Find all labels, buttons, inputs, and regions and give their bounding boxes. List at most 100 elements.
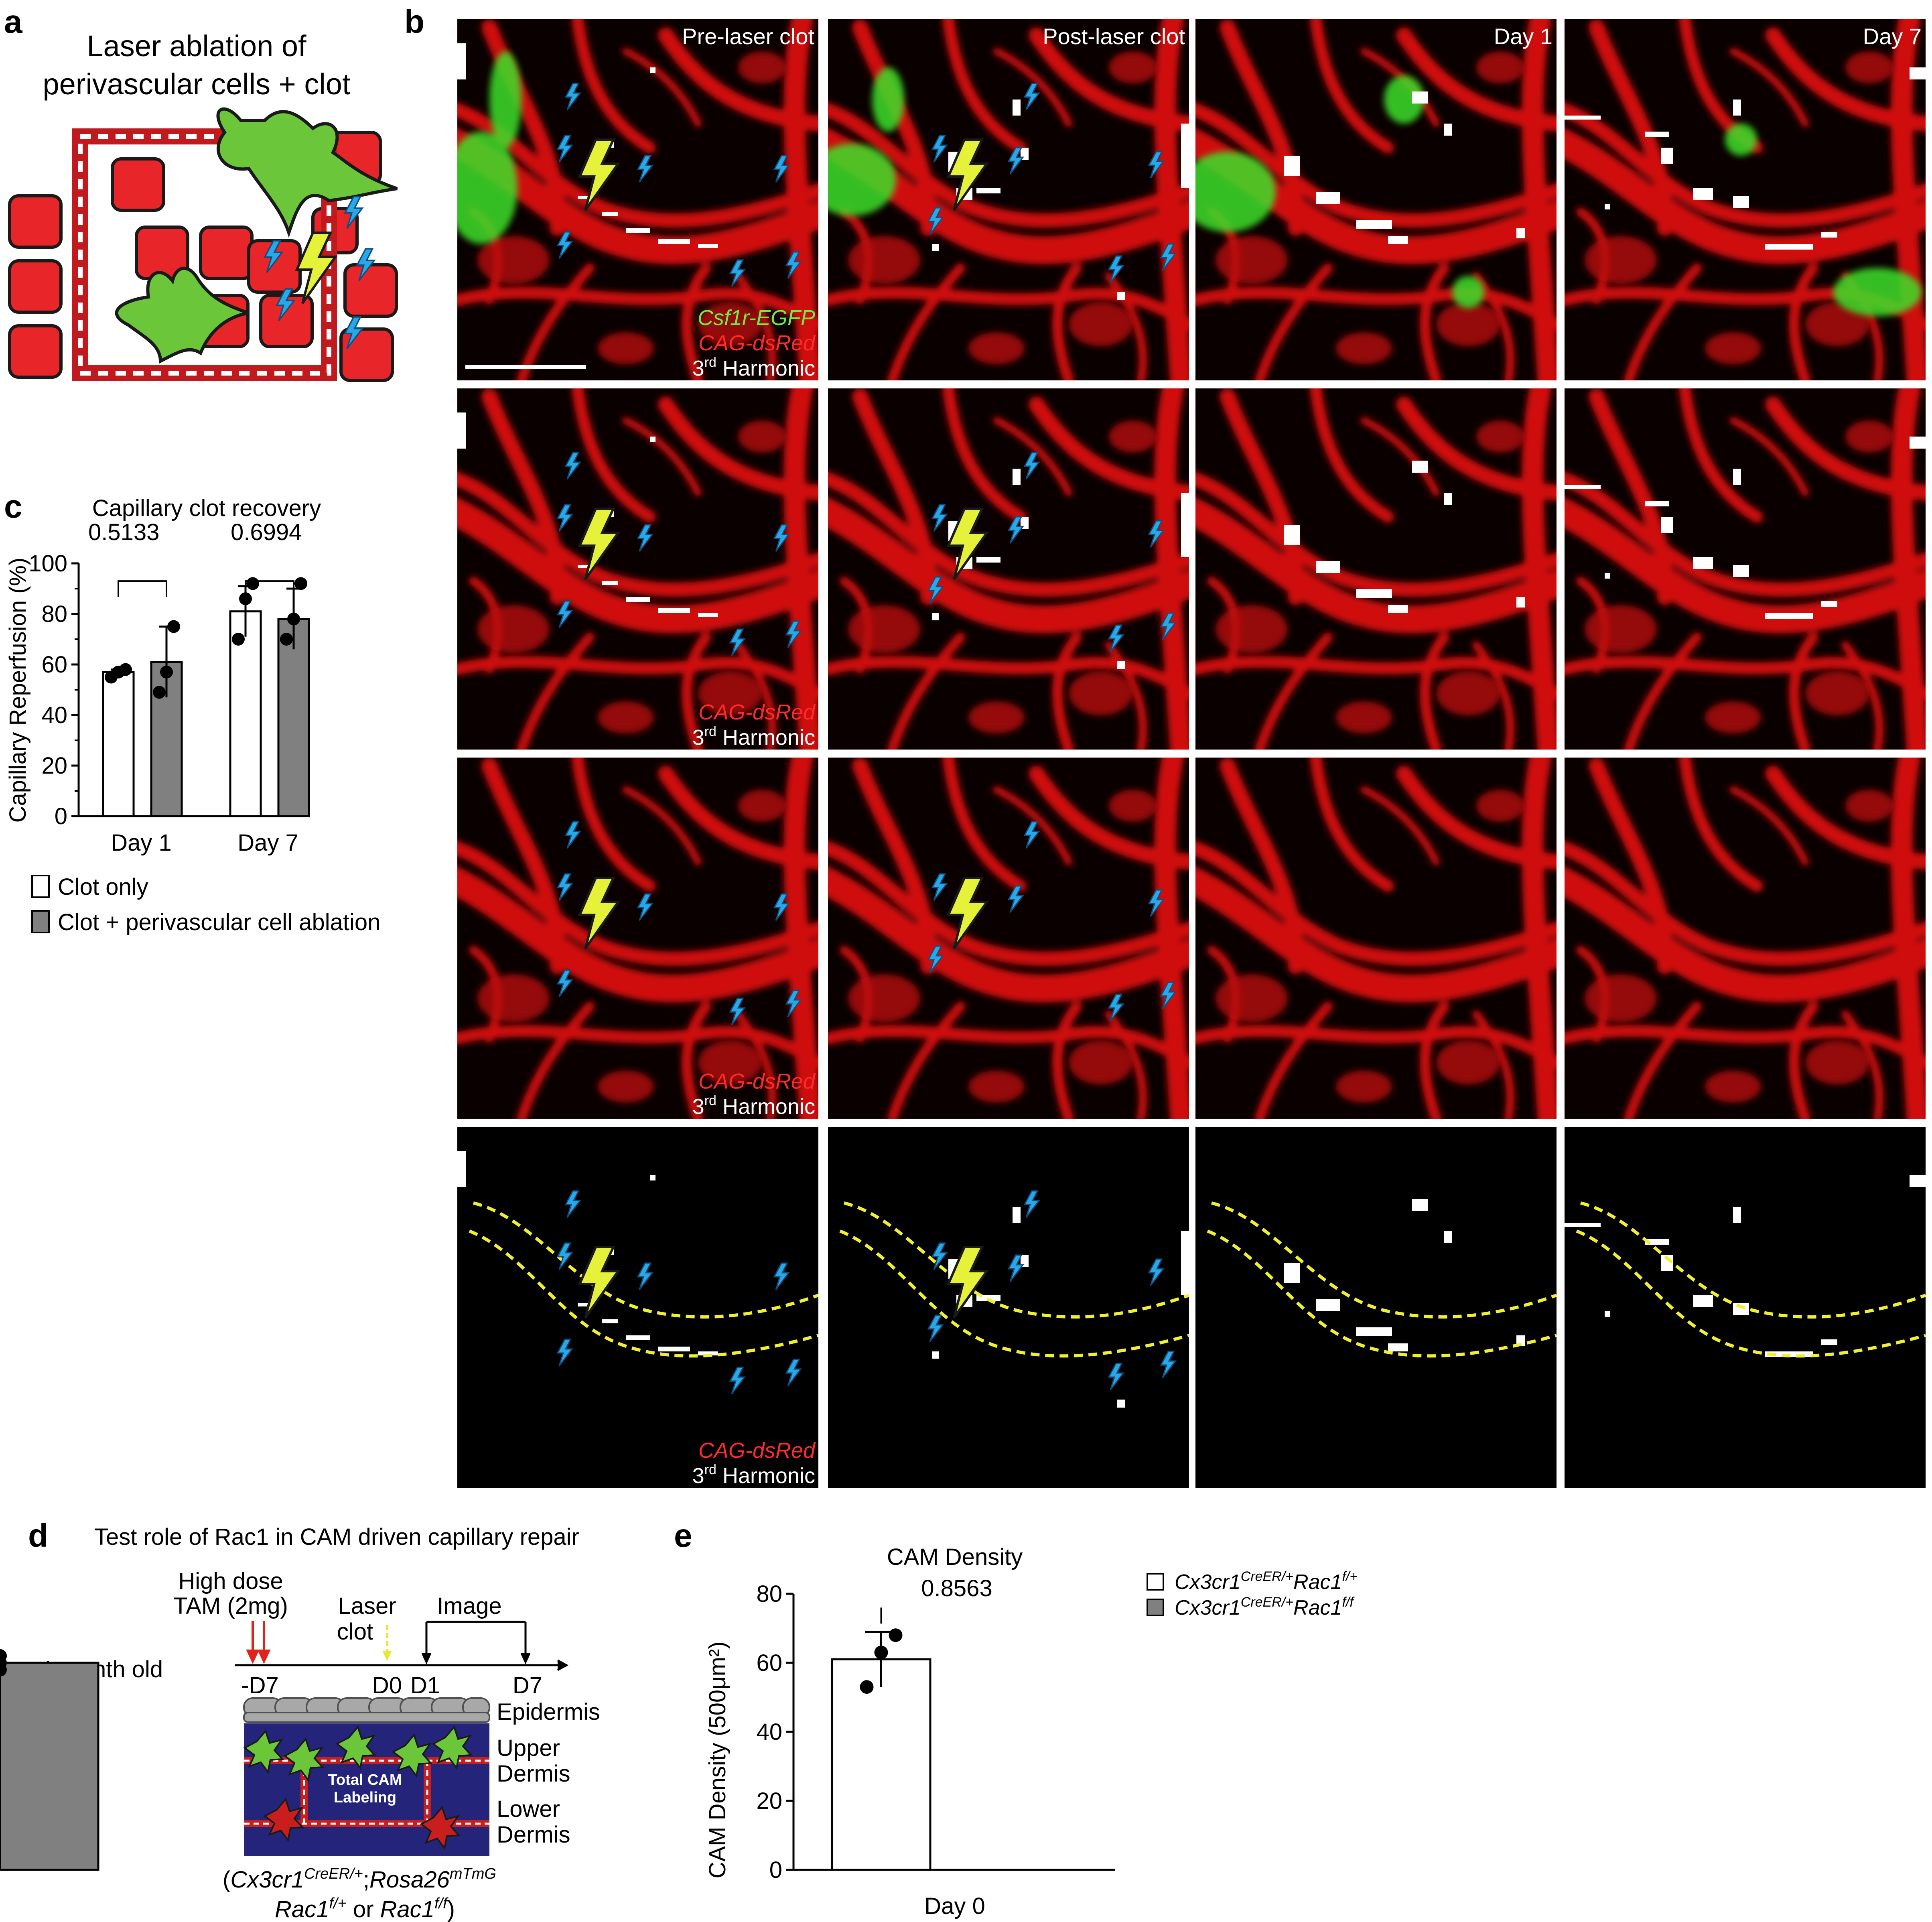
laser-label-line2: clot (337, 1619, 373, 1645)
legend-swatch-rac1-ff (1147, 1599, 1164, 1616)
micro-panel-r4-c1 (457, 1127, 818, 1488)
cam-label-line2: Labeling (334, 1789, 396, 1806)
chart-c-ylabel: Capillary Reperfusion (%) (5, 558, 31, 823)
timeline-ticks: -D7 D0 D1 D7 (241, 1672, 542, 1699)
data-point (280, 633, 293, 646)
panel-label-b: b (404, 4, 424, 40)
chart-e-ylabel: CAM Density (500μm²) (704, 1642, 731, 1879)
perivascular-cell-icon (115, 107, 398, 364)
y-tick-label: 100 (28, 551, 67, 577)
channel-label-3rd-harmonic-r3: 3rd Harmonic (692, 1093, 815, 1119)
data-point (239, 592, 252, 605)
tick-d1: D1 (410, 1672, 440, 1699)
upper-dermis-line2: Dermis (497, 1761, 570, 1787)
y-tick-label: 40 (41, 702, 67, 728)
micro-panel-r4-c2 (828, 1127, 1189, 1488)
bar-0-0 (831, 1658, 932, 1871)
micro-panel-r2-c2 (820, 388, 1189, 750)
channel-label-dsred-r4: CAG-dsRed (698, 1438, 816, 1463)
channel-label-3rd-harmonic-r4: 3rd Harmonic (692, 1462, 815, 1488)
micro-panel-r4-c4 (1565, 1127, 1926, 1488)
legend-rac1-ff: Cx3cr1CreER/+Rac1f/f (1175, 1595, 1355, 1619)
micro-panel-r2-c4 (1565, 388, 1926, 750)
laser-arrow (382, 1625, 392, 1661)
channel-label-dsred-r1: CAG-dsRed (698, 331, 816, 355)
legend-swatch-clot-only (31, 875, 50, 898)
panel-label-c: c (4, 488, 22, 525)
lower-dermis-line1: Lower (497, 1796, 560, 1822)
panel-e: e CAM Density CAM Density (500μm²) 0 20 40… (0, 1518, 1358, 1919)
microscopy-grid: Pre-laser clot Post-laser clot Day 1 Day 7 C… (449, 19, 1932, 1488)
chart-e-pvalue: 0.8563 (921, 1575, 992, 1601)
y-tick-label: 0 (55, 803, 67, 829)
significance-bracket (118, 580, 167, 597)
bar-1-0 (229, 610, 262, 817)
micro-panel-r1-c4 (1565, 19, 1926, 380)
column-header-4: Day 7 (1863, 24, 1922, 49)
bar-0-0 (102, 671, 135, 817)
tam-arrows (246, 1621, 271, 1664)
data-point (232, 633, 245, 646)
micro-panel-r1-c3 (1195, 19, 1565, 380)
epidermis-label: Epidermis (497, 1699, 600, 1725)
bar-0-1 (0, 1662, 99, 1871)
micro-panel-r1-c1 (457, 19, 826, 380)
cam-label-line1: Total CAM (328, 1772, 402, 1788)
micro-panel-r4-c3 (1195, 1127, 1557, 1488)
legend-clot-only: Clot only (58, 874, 148, 900)
chart-c-xtick-day7: Day 7 (237, 830, 298, 856)
panel-c: c Capillary clot recovery Capillary Repe… (4, 488, 380, 935)
data-point (167, 620, 180, 633)
data-point (0, 1649, 7, 1663)
micro-panel-r3-c1 (449, 758, 826, 1119)
column-header-2: Post-laser clot (1043, 24, 1185, 49)
legend-clot-ablation: Clot + perivascular cell ablation (58, 909, 380, 935)
chart-c-title: Capillary clot recovery (92, 495, 321, 521)
panel-label-d: d (28, 1518, 48, 1554)
y-tick-label: 80 (756, 1581, 782, 1607)
tam-label-line2: TAM (2mg) (173, 1593, 288, 1619)
panel-a-title-line1: Laser ablation of (87, 29, 306, 63)
skin-schematic: Total CAM Labeling (243, 1697, 490, 1856)
chart-c-legend: Clot only Clot + perivascular cell ablat… (31, 874, 380, 935)
timeline (235, 1621, 569, 1671)
column-header-1: Pre-laser clot (682, 24, 814, 49)
y-tick-label: 60 (756, 1650, 782, 1676)
capillary-outline (72, 128, 337, 381)
micro-panel-r3-c2 (820, 758, 1197, 1119)
panel-d: d Test role of Rac1 in CAM driven capill… (28, 1518, 600, 1922)
laser-label-line1: Laser (338, 1593, 396, 1619)
y-tick-label: 80 (41, 601, 67, 627)
data-point (287, 612, 300, 626)
scale-bar (465, 365, 586, 369)
tick-d0: D0 (372, 1672, 402, 1699)
chart-e-xtick-day0: Day 0 (924, 1893, 985, 1919)
y-tick-label: 60 (41, 652, 67, 678)
data-point (889, 1628, 903, 1642)
micro-panel-r1-c2 (828, 19, 1189, 380)
upper-dermis-line1: Upper (497, 1735, 560, 1761)
chart-c-pvalue-1: 0.5133 (88, 519, 159, 545)
tick-minus-d7: -D7 (241, 1672, 278, 1699)
channel-label-3rd-harmonic-r2: 3rd Harmonic (692, 724, 815, 750)
data-point (153, 686, 166, 699)
column-header-3: Day 1 (1494, 24, 1552, 49)
chart-c-plot: 0 20 40 60 80 100 (28, 551, 310, 829)
channel-label-dsred-r3: CAG-dsRed (698, 1069, 816, 1093)
channel-label-egfp: Csf1r-EGFP (698, 306, 815, 330)
y-tick-label: 20 (756, 1788, 782, 1814)
chart-c-pvalue-2: 0.6994 (231, 519, 302, 545)
tick-d7: D7 (513, 1672, 542, 1699)
channel-label-3rd-harmonic-r1: 3rd Harmonic (692, 355, 815, 380)
micro-panel-r2-c3 (1187, 388, 1565, 750)
chart-e-plot: 0 20 40 60 80 (0, 1581, 1115, 1883)
lower-dermis-line2: Dermis (497, 1822, 570, 1848)
panel-a: a Laser ablation of perivascular cells +… (4, 4, 398, 382)
micro-panel-r3-c4 (1557, 758, 1932, 1119)
data-point (874, 1646, 888, 1660)
micro-panel-r2-c1 (457, 388, 826, 750)
chart-e-legend: Cx3cr1CreER/+Rac1f/+ Cx3cr1CreER/+Rac1f/… (1147, 1569, 1358, 1619)
data-point (860, 1680, 874, 1694)
legend-rac1-fplus: Cx3cr1CreER/+Rac1f/+ (1175, 1569, 1358, 1594)
